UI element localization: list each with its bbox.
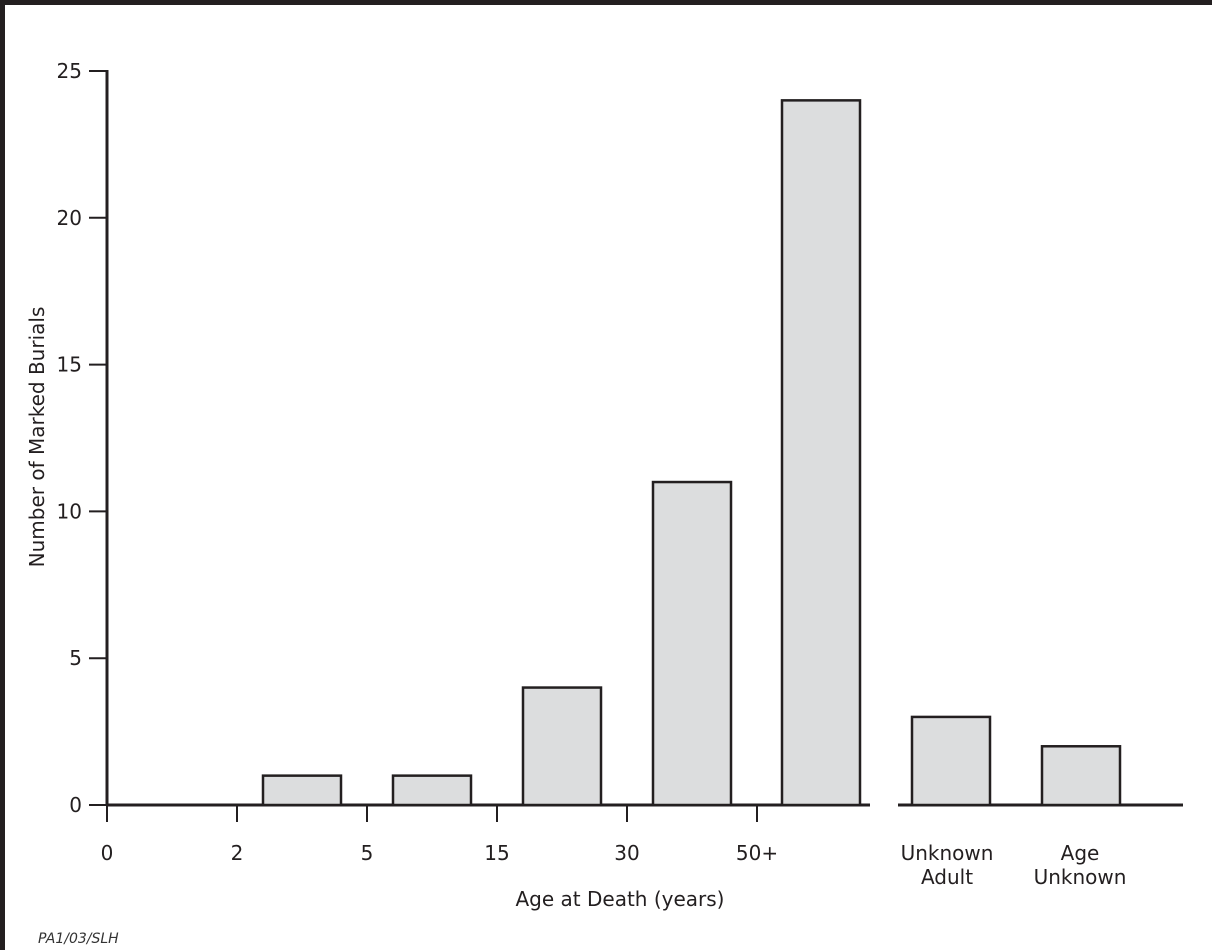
bar-age-unknown <box>1040 745 1122 807</box>
bar-5-15 <box>391 774 473 807</box>
x-ticks: 0 2 5 15 30 50+ <box>101 805 778 865</box>
y-ticks: 0 5 10 15 20 25 <box>57 59 107 817</box>
y-tick-label: 20 <box>57 206 82 230</box>
x-tick-label: 2 <box>231 841 244 865</box>
y-tick-label: 0 <box>69 793 82 817</box>
bar-2-5 <box>261 774 343 807</box>
x-tick-label: 50+ <box>736 841 778 865</box>
y-tick-label: 15 <box>57 353 82 377</box>
bar-30-50 <box>651 480 733 807</box>
figure-credit: PA1/03/SLH <box>38 931 119 947</box>
bar-15-30 <box>521 686 603 807</box>
y-tick-label: 25 <box>57 59 82 83</box>
x-tick-label: 5 <box>361 841 374 865</box>
x-axis-title: Age at Death (years) <box>516 887 725 911</box>
y-axis-title: Number of Marked Burials <box>25 307 49 568</box>
y-tick-label: 10 <box>57 499 82 523</box>
age-unknown-label-line2: Unknown <box>1034 865 1127 889</box>
x-tick-label: 0 <box>101 841 114 865</box>
y-tick-label: 5 <box>69 646 82 670</box>
x-tick-label: 15 <box>484 841 509 865</box>
bar-unknown-adult <box>910 715 992 807</box>
unknown-adult-label-line1: Unknown <box>901 841 994 865</box>
x-tick-label: 30 <box>614 841 639 865</box>
bar-50- <box>780 99 862 807</box>
unknown-adult-label-line2: Adult <box>921 865 973 889</box>
bars <box>261 99 1122 807</box>
age-unknown-label-line1: Age <box>1061 841 1100 865</box>
